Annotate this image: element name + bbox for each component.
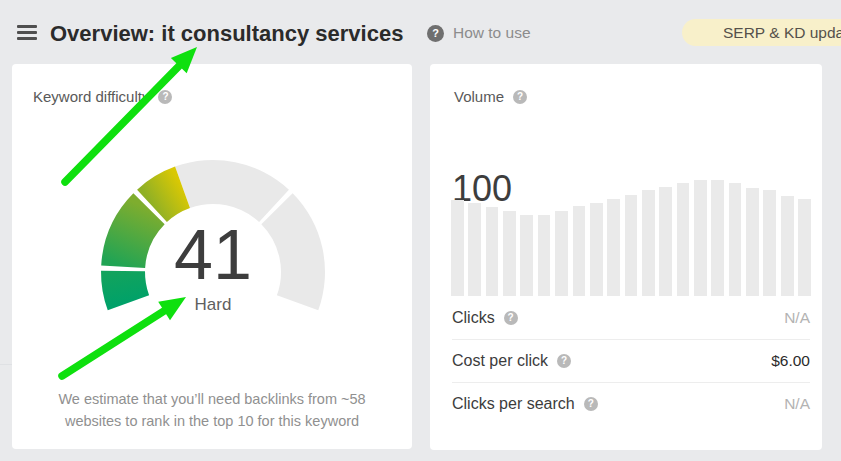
volume-bar [729, 183, 742, 296]
volume-bar [781, 196, 794, 296]
kd-footnote: We estimate that you’ll need backlinks f… [32, 389, 392, 432]
volume-bar [677, 183, 690, 296]
volume-bar [555, 211, 568, 296]
volume-bar [520, 215, 533, 296]
kd-footnote-line1: We estimate that you’ll need backlinks f… [58, 391, 365, 407]
clicks-value: N/A [784, 309, 810, 327]
volume-stat-rows: Clicks ? N/A Cost per click ? $6.00 Clic… [452, 297, 810, 425]
cost-per-click-value: $6.00 [771, 352, 810, 370]
kd-score-label: Hard [12, 295, 414, 315]
kd-score-value: 41 [12, 219, 414, 291]
page-title: Overview: it consultancy services [50, 21, 403, 47]
how-to-use-label: How to use [453, 24, 531, 42]
volume-bar [573, 206, 586, 296]
volume-card: Volume ? 100 Clicks ? N/A Cost per click… [430, 64, 822, 450]
volume-label: Volume [454, 88, 504, 105]
volume-bar [451, 200, 464, 296]
keyword-difficulty-card: Keyword difficulty ? 41 Hard We estimate… [12, 64, 412, 449]
question-icon[interactable]: ? [513, 90, 527, 104]
clicks-per-search-value: N/A [784, 395, 810, 413]
volume-bar [538, 215, 551, 296]
clicks-per-search-row: Clicks per search ? N/A [452, 382, 810, 425]
question-icon[interactable]: ? [584, 397, 598, 411]
volume-bar [607, 199, 620, 296]
serp-kd-update-button[interactable]: SERP & KD updat [682, 19, 841, 46]
clicks-label: Clicks [452, 309, 495, 327]
volume-bar [642, 190, 655, 296]
clicks-row: Clicks ? N/A [452, 297, 810, 339]
volume-bar [625, 195, 638, 296]
gutter-divider [0, 364, 12, 365]
volume-bar [798, 199, 811, 296]
volume-bar [763, 190, 776, 296]
volume-bar [590, 203, 603, 296]
volume-bar [486, 207, 499, 296]
cost-per-click-label: Cost per click [452, 352, 548, 370]
volume-bar [694, 180, 707, 296]
clicks-per-search-label: Clicks per search [452, 395, 575, 413]
help-circle-icon: ? [427, 25, 444, 42]
volume-bar [503, 211, 516, 296]
volume-trend-chart [451, 176, 811, 296]
how-to-use-link[interactable]: ? How to use [427, 24, 531, 42]
question-icon[interactable]: ? [557, 354, 571, 368]
question-icon[interactable]: ? [504, 311, 518, 325]
volume-bar [746, 188, 759, 296]
volume-bar [711, 180, 724, 296]
volume-bar [468, 203, 481, 296]
volume-header: Volume ? [454, 88, 527, 105]
cost-per-click-row: Cost per click ? $6.00 [452, 339, 810, 382]
menu-icon[interactable] [17, 25, 37, 40]
volume-bar [659, 187, 672, 296]
kd-footnote-line2: websites to rank in the top 10 for this … [65, 413, 359, 429]
